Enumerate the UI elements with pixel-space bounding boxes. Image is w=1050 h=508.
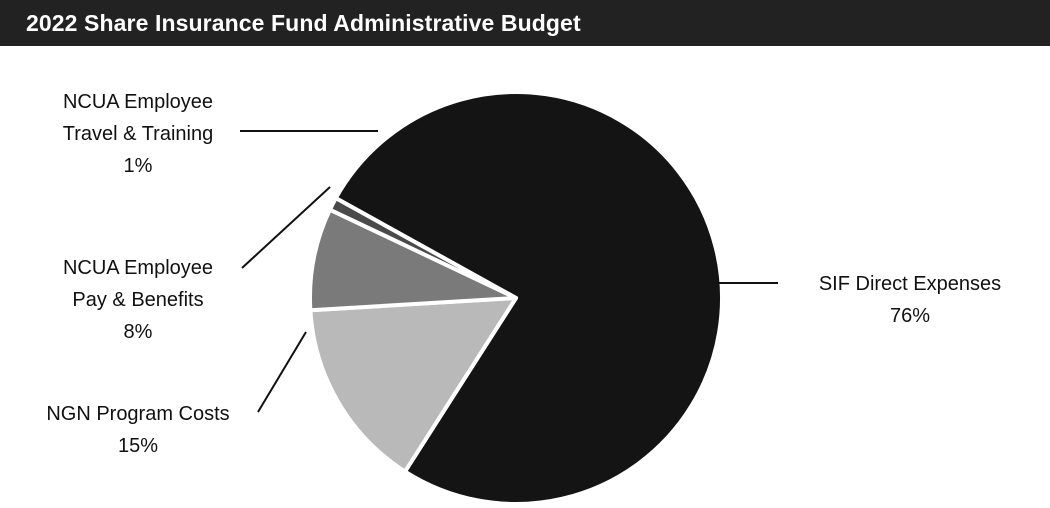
slice-label-ngn-program-costs: NGN Program Costs 15%: [8, 398, 268, 462]
chart-title: 2022 Share Insurance Fund Administrative…: [26, 9, 581, 36]
pie-slice-employee-travel-training: [327, 196, 518, 300]
slice-label-name-line1: NCUA Employee: [62, 91, 214, 113]
slice-label-name-line1: NCUA Employee: [62, 257, 214, 279]
slice-label-name: SIF Direct Expenses: [818, 273, 1002, 295]
slice-label-percent: 8%: [123, 321, 153, 343]
leader-line-ngn-program-costs: [257, 331, 307, 413]
slice-label-percent: 1%: [123, 155, 153, 177]
slice-label-name-line2: Pay & Benefits: [72, 289, 204, 311]
chart-title-bar: 2022 Share Insurance Fund Administrative…: [0, 0, 1050, 46]
pie-slice-ngn-program-costs: [308, 296, 518, 474]
pie-slice-sif-direct-expenses: [333, 90, 724, 507]
slice-label-name-line2: Travel & Training: [62, 123, 214, 145]
pie-slices: [307, 90, 724, 507]
slice-label-employee-travel-training: NCUA Employee Travel & Training 1%: [8, 86, 268, 182]
slice-label-percent: 76%: [889, 305, 931, 327]
pie-slice-employee-pay-benefits: [307, 207, 518, 313]
slice-label-sif-direct-expenses: SIF Direct Expenses 76%: [780, 268, 1040, 332]
slice-label-name: NGN Program Costs: [46, 403, 230, 425]
leader-lines: [240, 130, 778, 413]
slice-label-percent: 15%: [117, 435, 159, 457]
leader-line-employee-pay-benefits: [241, 186, 331, 269]
slice-label-employee-pay-benefits: NCUA Employee Pay & Benefits 8%: [8, 252, 268, 348]
